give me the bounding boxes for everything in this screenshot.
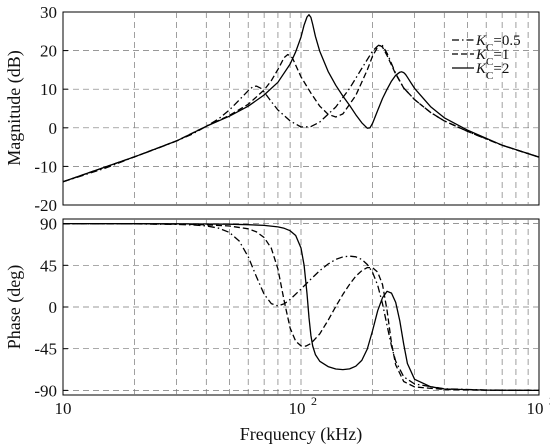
x-tick-label: 10 xyxy=(55,399,72,418)
magnitude-y-tick-label: -20 xyxy=(34,196,57,215)
x-tick-exponent: 2 xyxy=(311,394,317,408)
magnitude-y-axis-label: Magnitude (dB) xyxy=(4,50,25,165)
phase-y-tick-label: 45 xyxy=(40,256,57,275)
phase-grid xyxy=(63,219,539,395)
magnitude-y-ticks: 30 20 10 0 -10 -20 xyxy=(34,3,68,215)
phase-y-tick-label: 0 xyxy=(49,298,58,317)
phase-y-ticks: 90 45 0 -45 -90 xyxy=(34,215,68,400)
magnitude-y-tick-label: 0 xyxy=(49,119,58,138)
x-tick-label: 10 xyxy=(289,399,306,418)
magnitude-y-tick-label: 30 xyxy=(40,3,57,22)
legend-label: KC=2 xyxy=(475,61,509,82)
x-axis-label: Frequency (kHz) xyxy=(240,424,362,445)
magnitude-series-line xyxy=(62,14,540,183)
magnitude-series xyxy=(62,14,540,183)
phase-y-axis-label: Phase (deg) xyxy=(4,265,25,349)
phase-series xyxy=(62,222,540,392)
legend-label: KC=1 xyxy=(475,47,509,68)
magnitude-y-tick-label: -10 xyxy=(34,157,57,176)
magnitude-y-tick-label: 10 xyxy=(40,80,57,99)
magnitude-series-line xyxy=(62,43,540,183)
x-tick-label: 10 xyxy=(527,399,544,418)
magnitude-series-line xyxy=(62,44,540,183)
phase-y-tick-label: -45 xyxy=(34,340,57,359)
phase-series-line xyxy=(62,223,540,392)
phase-y-tick-label: -90 xyxy=(34,381,57,400)
legend: KC=0.5KC=1KC=2 xyxy=(452,33,521,82)
legend-label: KC=0.5 xyxy=(475,33,521,54)
magnitude-grid xyxy=(63,12,539,205)
phase-y-tick-label: 90 xyxy=(40,215,57,234)
phase-series-line xyxy=(62,222,540,392)
phase-x-ticks: 10102103 xyxy=(55,394,550,418)
magnitude-panel: 30 20 10 0 -10 -20 Magnitude (dB) xyxy=(4,3,540,215)
magnitude-y-tick-label: 20 xyxy=(40,42,57,61)
